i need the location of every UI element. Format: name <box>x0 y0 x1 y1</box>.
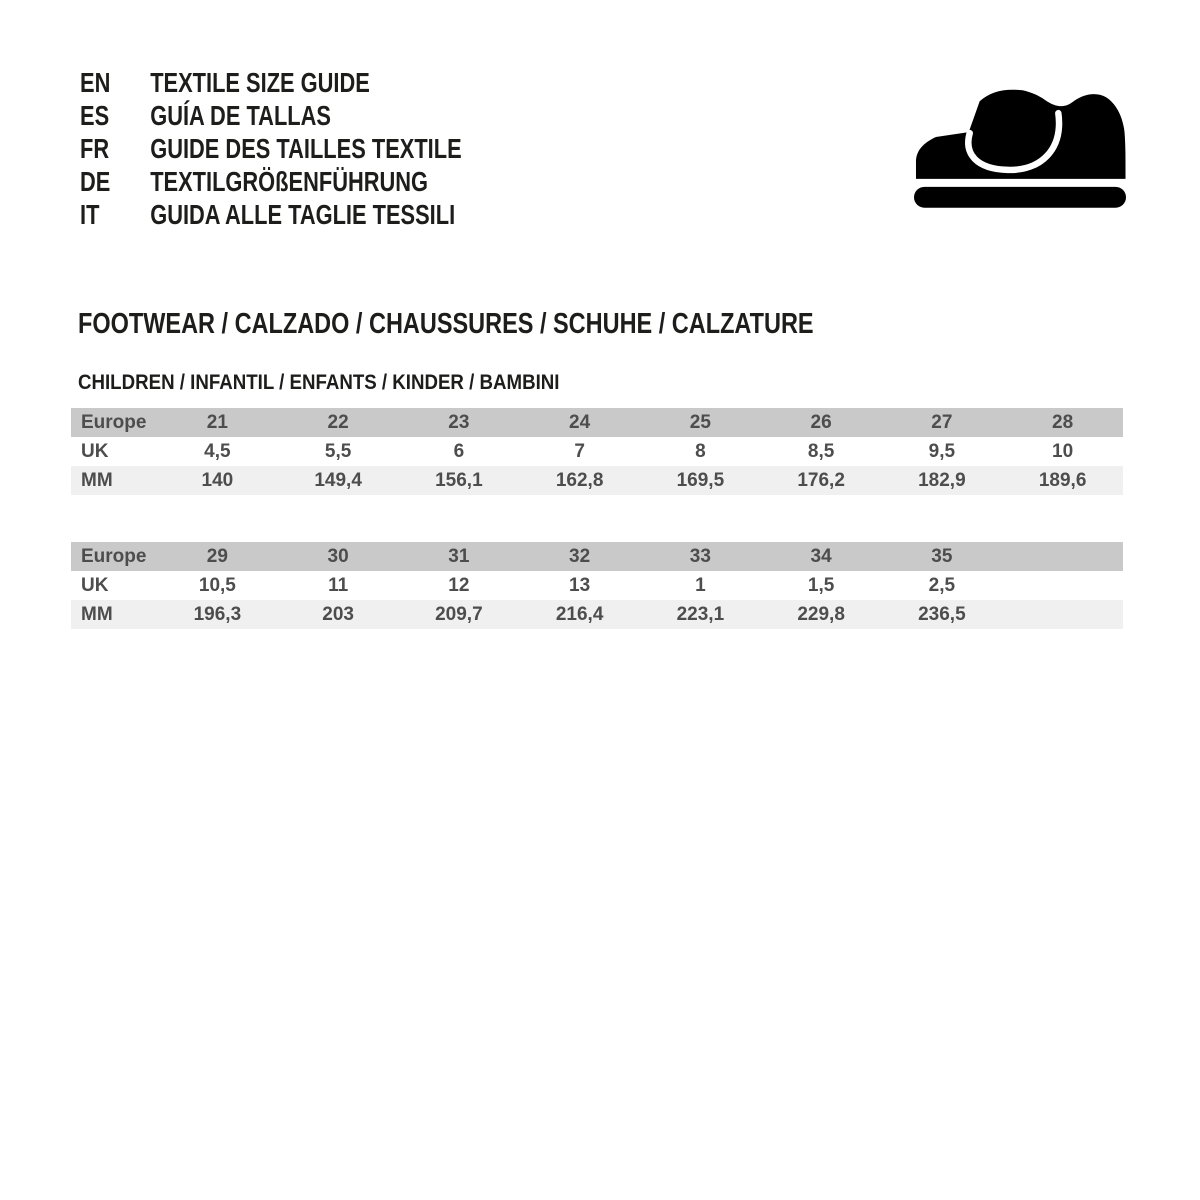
language-row-fr: FR GUIDE DES TAILLES TEXTILE <box>80 132 462 165</box>
size-cell: 189,6 <box>1002 466 1123 495</box>
size-cell: 162,8 <box>519 466 640 495</box>
table-row-mm: MM 140 149,4 156,1 162,8 169,5 176,2 182… <box>71 466 1123 495</box>
size-cell: 25 <box>640 408 761 437</box>
table-row-uk: UK 4,5 5,5 6 7 8 8,5 9,5 10 <box>71 437 1123 466</box>
size-cell: 24 <box>519 408 640 437</box>
size-cell <box>1002 571 1123 600</box>
size-cell: 169,5 <box>640 466 761 495</box>
size-cell: 11 <box>277 571 399 600</box>
size-cell: 203 <box>277 600 399 629</box>
size-cell: 140 <box>157 466 278 495</box>
language-list: EN TEXTILE SIZE GUIDE ES GUÍA DE TALLAS … <box>80 66 569 231</box>
size-cell: 236,5 <box>881 600 1003 629</box>
size-cell: 149,4 <box>277 466 399 495</box>
size-cell: 26 <box>760 408 882 437</box>
language-row-es: ES GUÍA DE TALLAS <box>80 99 462 132</box>
size-cell: 6 <box>398 437 520 466</box>
size-cell: 28 <box>1002 408 1123 437</box>
size-cell: 30 <box>277 542 399 571</box>
size-cell: 1,5 <box>760 571 882 600</box>
size-cell: 156,1 <box>398 466 520 495</box>
size-cell: 229,8 <box>760 600 882 629</box>
table-row-mm: MM 196,3 203 209,7 216,4 223,1 229,8 236… <box>71 600 1123 629</box>
size-cell: 27 <box>881 408 1003 437</box>
table-row-uk: UK 10,5 11 12 13 1 1,5 2,5 <box>71 571 1123 600</box>
size-cell: 8,5 <box>760 437 882 466</box>
language-code: EN <box>80 66 111 98</box>
language-code: IT <box>80 198 100 230</box>
size-cell: 10,5 <box>157 571 278 600</box>
size-cell: 209,7 <box>398 600 520 629</box>
section-subtitle: CHILDREN / INFANTIL / ENFANTS / KINDER /… <box>78 371 560 394</box>
size-cell: 223,1 <box>640 600 761 629</box>
size-cell: 12 <box>398 571 520 600</box>
children-shoe-icon <box>913 88 1128 210</box>
table-row-europe: Europe 29 30 31 32 33 34 35 <box>71 542 1123 571</box>
size-cell: 2,5 <box>881 571 1003 600</box>
size-cell: 216,4 <box>519 600 640 629</box>
size-cell: 7 <box>519 437 640 466</box>
size-table-eu-29-35: Europe 29 30 31 32 33 34 35 UK 10,5 11 1… <box>71 542 1123 629</box>
size-cell: 33 <box>640 542 761 571</box>
table-row-europe: Europe 21 22 23 24 25 26 27 28 <box>71 408 1123 437</box>
row-label: Europe <box>71 542 157 571</box>
size-cell: 13 <box>519 571 640 600</box>
size-cell: 196,3 <box>157 600 278 629</box>
language-title: TEXTILGRÖßENFÜHRUNG <box>150 165 429 197</box>
size-cell: 4,5 <box>157 437 278 466</box>
language-code: ES <box>80 99 110 131</box>
language-row-en: EN TEXTILE SIZE GUIDE <box>80 66 462 99</box>
size-cell: 1 <box>640 571 761 600</box>
size-cell: 35 <box>881 542 1003 571</box>
size-cell: 10 <box>1002 437 1123 466</box>
size-cell: 34 <box>760 542 882 571</box>
size-cell: 176,2 <box>760 466 882 495</box>
size-cell: 32 <box>519 542 640 571</box>
size-cell: 22 <box>277 408 399 437</box>
language-code: DE <box>80 165 111 197</box>
language-title: GUIDA ALLE TAGLIE TESSILI <box>150 198 456 230</box>
size-cell <box>1002 542 1123 571</box>
language-code: FR <box>80 132 110 164</box>
size-cell: 23 <box>398 408 520 437</box>
size-cell: 5,5 <box>277 437 399 466</box>
row-label: Europe <box>71 408 157 437</box>
language-row-de: DE TEXTILGRÖßENFÜHRUNG <box>80 165 462 198</box>
size-cell <box>1002 600 1123 629</box>
row-label: UK <box>71 437 157 466</box>
row-label: MM <box>71 600 157 629</box>
size-cell: 8 <box>640 437 761 466</box>
size-cell: 29 <box>157 542 278 571</box>
row-label: MM <box>71 466 157 495</box>
size-cell: 21 <box>157 408 278 437</box>
language-row-it: IT GUIDA ALLE TAGLIE TESSILI <box>80 198 462 231</box>
language-title: GUÍA DE TALLAS <box>150 99 331 131</box>
size-table-eu-21-28: Europe 21 22 23 24 25 26 27 28 UK 4,5 5,… <box>71 408 1123 495</box>
language-title: GUIDE DES TAILLES TEXTILE <box>150 132 462 164</box>
row-label: UK <box>71 571 157 600</box>
size-cell: 31 <box>398 542 520 571</box>
size-cell: 182,9 <box>881 466 1003 495</box>
size-cell: 9,5 <box>881 437 1003 466</box>
section-title: FOOTWEAR / CALZADO / CHAUSSURES / SCHUHE… <box>78 308 814 340</box>
language-title: TEXTILE SIZE GUIDE <box>150 66 370 98</box>
